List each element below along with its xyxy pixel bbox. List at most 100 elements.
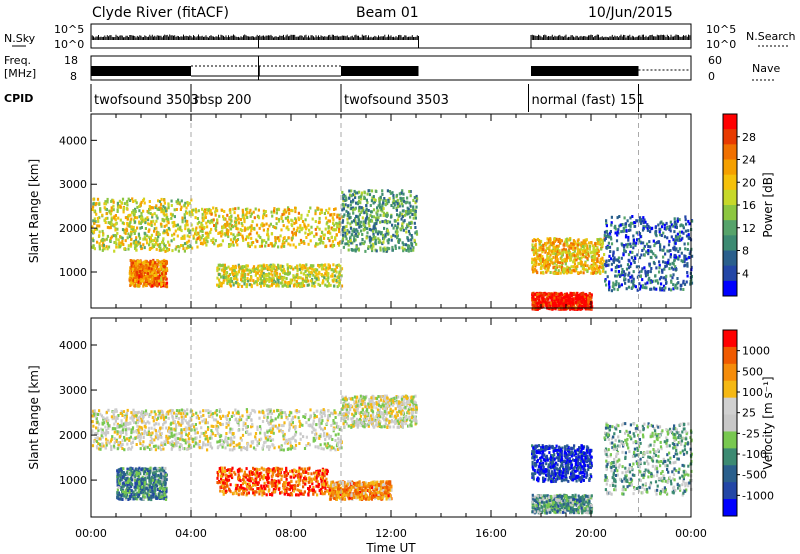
heatmap-cell <box>361 216 364 220</box>
heatmap-cell <box>545 303 548 307</box>
heatmap-cell <box>299 276 302 280</box>
heatmap-cell <box>259 236 262 239</box>
heatmap-cell <box>623 229 626 233</box>
heatmap-cell <box>566 294 569 298</box>
heatmap-cell <box>121 414 124 417</box>
heatmap-cell <box>538 253 541 257</box>
heatmap-cell <box>405 226 408 230</box>
heatmap-cell <box>351 193 355 197</box>
heatmap-cell <box>608 282 611 286</box>
heatmap-cell <box>631 221 635 225</box>
heatmap-cell <box>360 211 363 214</box>
heatmap-cell <box>614 274 617 278</box>
heatmap-cell <box>125 411 129 415</box>
heatmap-cell <box>377 240 380 244</box>
heatmap-cell <box>170 421 173 425</box>
heatmap-cell <box>204 216 207 219</box>
heatmap-cell <box>564 238 567 242</box>
heatmap-cell <box>314 209 317 213</box>
heatmap-cell <box>569 244 572 247</box>
heatmap-cell <box>644 274 648 278</box>
heatmap-cell <box>538 298 541 302</box>
heatmap-cell <box>553 272 556 275</box>
heatmap-cell <box>192 234 195 238</box>
heatmap-cell <box>177 420 180 424</box>
heatmap-cell <box>194 232 197 236</box>
heatmap-cell <box>245 211 248 214</box>
heatmap-cell <box>353 219 356 223</box>
heatmap-cell <box>558 293 561 296</box>
heatmap-cell <box>332 279 335 283</box>
heatmap-cell <box>539 291 542 295</box>
heatmap-cell <box>145 412 149 416</box>
heatmap-cell <box>164 415 168 419</box>
heatmap-cell <box>126 427 129 431</box>
heatmap-cell <box>584 249 587 253</box>
heatmap-cell <box>370 237 373 241</box>
heatmap-cell <box>412 248 415 252</box>
heatmap-cell <box>601 256 604 260</box>
heatmap-cell <box>292 274 295 278</box>
freq-tick-bottom: 8 <box>70 70 77 83</box>
heatmap-cell <box>131 261 135 265</box>
freq-block <box>91 66 191 76</box>
heatmap-cell <box>335 270 338 274</box>
heatmap-cell <box>95 440 99 443</box>
heatmap-cell <box>608 288 611 292</box>
heatmap-cell <box>258 274 261 278</box>
heatmap-cell <box>140 279 143 283</box>
heatmap-cell <box>228 273 232 276</box>
heatmap-cell <box>616 258 620 262</box>
heatmap-cell <box>591 267 594 271</box>
heatmap-cell <box>678 247 682 251</box>
heatmap-cell <box>171 440 174 444</box>
heatmap-cell <box>219 275 223 279</box>
heatmap-cell <box>340 267 344 271</box>
heatmap-cell <box>411 236 414 240</box>
heatmap-cell <box>171 409 174 413</box>
heatmap-cell <box>147 432 150 436</box>
heatmap-cell <box>156 239 159 242</box>
heatmap-cell <box>294 210 297 214</box>
heatmap-cell <box>622 226 625 230</box>
heatmap-cell <box>589 297 592 301</box>
heatmap-cell <box>147 430 150 434</box>
heatmap-cell <box>404 201 407 205</box>
heatmap-cell <box>534 258 538 262</box>
heatmap-cell <box>562 269 566 273</box>
heatmap-cell <box>659 221 662 225</box>
heatmap-cell <box>233 237 236 241</box>
heatmap-cell <box>231 269 234 273</box>
heatmap-cell <box>404 243 408 247</box>
heatmap-cell <box>138 274 141 278</box>
heatmap-cell <box>644 269 647 273</box>
heatmap-cell <box>183 234 186 238</box>
heatmap-cell <box>365 198 368 202</box>
heatmap-cell <box>658 260 661 264</box>
heatmap-cell <box>367 189 370 193</box>
heatmap-cell <box>536 255 539 259</box>
heatmap-cell <box>542 263 546 266</box>
heatmap-cell <box>680 259 683 263</box>
heatmap-cell <box>224 266 227 270</box>
heatmap-cell <box>151 416 154 419</box>
heatmap-cell <box>557 272 560 275</box>
heatmap-cell <box>392 233 395 237</box>
heatmap-cell <box>93 219 96 223</box>
heatmap-cell <box>161 240 164 244</box>
heatmap-cell <box>201 242 204 246</box>
heatmap-cell <box>360 224 363 228</box>
heatmap-cell <box>147 222 150 226</box>
heatmap-cell <box>409 247 412 251</box>
heatmap-cell <box>268 224 271 228</box>
heatmap-cell <box>664 261 667 265</box>
heatmap-cell <box>188 201 191 205</box>
colorbar-swatch <box>723 265 737 282</box>
heatmap-cell <box>661 287 664 290</box>
heatmap-cell <box>584 304 587 308</box>
heatmap-cell <box>588 241 591 245</box>
heatmap-cell <box>283 276 286 280</box>
heatmap-cell <box>367 246 370 250</box>
heatmap-cell <box>658 277 662 281</box>
heatmap-cell <box>250 241 253 245</box>
